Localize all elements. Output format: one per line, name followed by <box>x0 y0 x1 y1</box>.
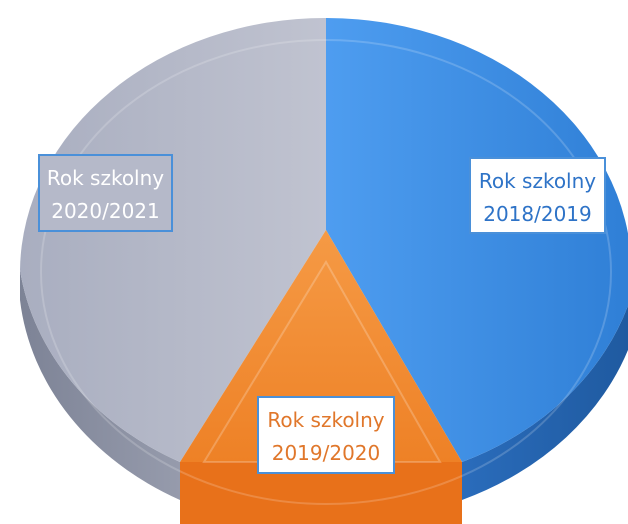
data-label-line1: Rok szkolny <box>479 169 596 193</box>
data-label-2020-2021: Rok szkolny 2020/2021 <box>38 154 173 232</box>
data-label-line2: 2020/2021 <box>51 199 160 223</box>
slice-2018-2019 <box>326 17 628 462</box>
slice-2020-2021 <box>20 17 326 462</box>
data-label-2019-2020: Rok szkolny 2019/2020 <box>257 396 395 474</box>
data-label-box <box>38 154 173 232</box>
data-label-line1: Rok szkolny <box>267 408 384 432</box>
slice-side-2018-2019 <box>462 305 628 500</box>
data-label-box <box>257 396 395 474</box>
data-label-box <box>469 157 606 234</box>
data-label-line2: 2019/2020 <box>272 441 381 465</box>
data-label-line2: 2018/2019 <box>483 202 592 226</box>
pie-bevel <box>40 39 612 505</box>
slice-side-2020-2021 <box>20 270 180 500</box>
data-label-2018-2019: Rok szkolny 2018/2019 <box>469 157 606 234</box>
data-label-line1: Rok szkolny <box>47 166 164 190</box>
